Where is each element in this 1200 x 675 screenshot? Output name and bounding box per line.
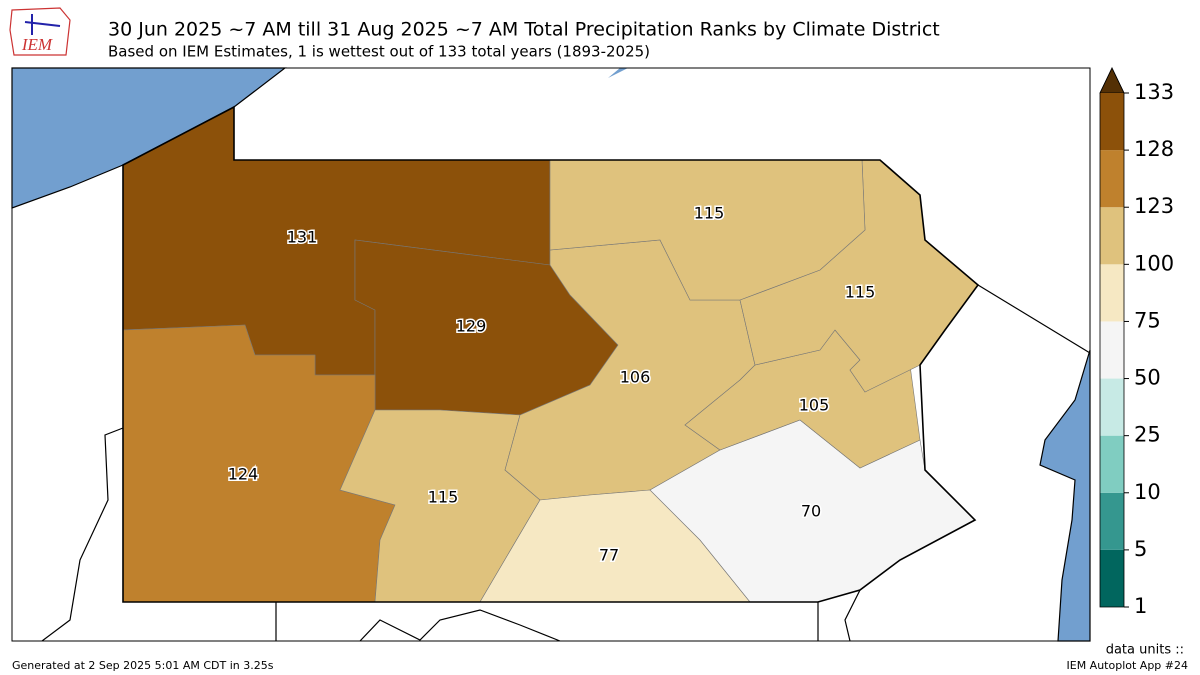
colorbar-outline xyxy=(1099,67,1125,608)
colorbar: 1 5 10 25 50 75 100 123 128 133 xyxy=(1099,67,1174,618)
colorbar-tick-label: 50 xyxy=(1134,366,1161,390)
units-label: data units :: xyxy=(1106,643,1184,658)
colorbar-bin xyxy=(1100,492,1124,550)
colorbar-bin xyxy=(1100,93,1124,151)
subtitle: Based on IEM Estimates, 1 is wettest out… xyxy=(108,43,650,61)
state-line xyxy=(41,427,124,642)
district-label: 105 xyxy=(799,396,830,415)
district-label: 124 xyxy=(228,465,259,484)
district-label: 115 xyxy=(845,283,876,302)
colorbar-bin xyxy=(1100,435,1124,493)
colorbar-bin xyxy=(1100,378,1124,436)
district-label: 115 xyxy=(694,204,725,223)
district xyxy=(549,159,866,301)
map-frame xyxy=(11,67,1091,642)
colorbar-tick-label: 5 xyxy=(1134,537,1147,561)
district-label: 115 xyxy=(428,488,459,507)
colorbar-bin xyxy=(1100,549,1124,607)
footer-left: Generated at 2 Sep 2025 5:01 AM CDT in 3… xyxy=(12,659,274,672)
district-label: 106 xyxy=(620,368,651,387)
state-line xyxy=(359,609,561,642)
colorbar-extend xyxy=(1099,67,1125,94)
district-label: 131 xyxy=(287,228,318,247)
district-label: 129 xyxy=(456,317,487,336)
colorbar-bin xyxy=(1100,207,1124,265)
colorbar-tick-label: 10 xyxy=(1134,480,1161,504)
colorbar-tick-label: 128 xyxy=(1134,137,1174,161)
map: 131 129 124 115 106 77 70 105 115 115 xyxy=(11,67,1091,642)
title: 30 Jun 2025 ~7 AM till 31 Aug 2025 ~7 AM… xyxy=(108,19,940,41)
colorbar-bin xyxy=(1100,321,1124,379)
colorbar-tick-label: 25 xyxy=(1134,423,1161,447)
colorbar-tick-label: 1 xyxy=(1134,594,1147,618)
colorbar-tick-label: 75 xyxy=(1134,308,1161,332)
state-line xyxy=(844,589,861,642)
colorbar-tick-label: 100 xyxy=(1134,251,1174,275)
logo-text: IEM xyxy=(21,35,53,54)
footer-right: IEM Autoplot App #24 xyxy=(1067,659,1189,672)
colorbar-tick-label: 133 xyxy=(1134,80,1174,104)
state-outline xyxy=(122,105,980,603)
district-label: 70 xyxy=(801,502,821,521)
lake-small xyxy=(608,68,628,78)
state-line xyxy=(977,284,1091,354)
district-label: 77 xyxy=(599,546,619,565)
colorbar-tick-label: 123 xyxy=(1134,194,1174,218)
colorbar-bin xyxy=(1100,150,1124,208)
logo: IEM xyxy=(9,7,71,56)
colorbar-bin xyxy=(1100,264,1124,322)
